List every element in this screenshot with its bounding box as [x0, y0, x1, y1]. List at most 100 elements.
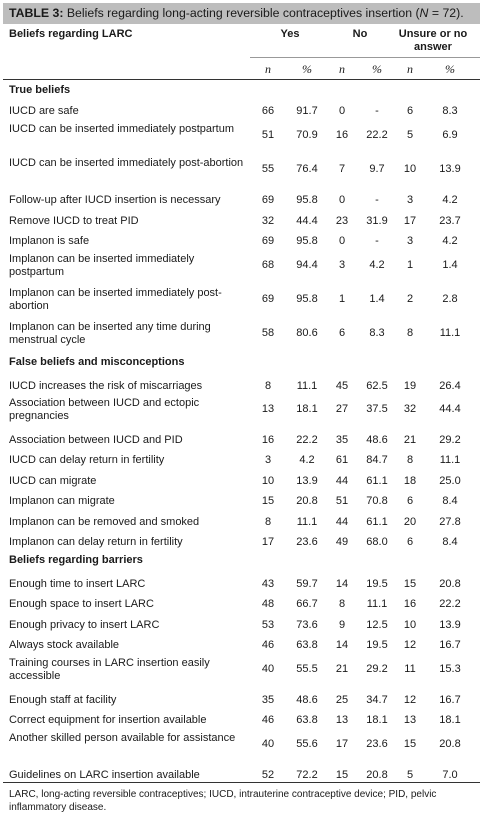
table-row: IUCD increases the risk of miscarriages 8… [3, 376, 480, 396]
row-value: 66 [261, 105, 275, 117]
row-value: 22.2 [366, 129, 388, 141]
row-label: Training courses in LARC insertion easil… [9, 657, 210, 682]
section-band [3, 353, 480, 554]
sub-pct-unsure: % [445, 62, 455, 76]
row-value: 61.1 [366, 516, 388, 528]
row-value: 12 [403, 694, 417, 706]
table-row: Implanon is safe 69 95.8 0 - 3 4.2 [3, 231, 480, 251]
row-label: Enough privacy to insert LARC [9, 619, 160, 631]
row-value: 95.8 [296, 194, 318, 206]
row-value: 49 [335, 536, 349, 548]
row-value: 1 [406, 259, 414, 271]
row-label: Implanon can be removed and smoked [9, 516, 200, 528]
table-title-text: Beliefs regarding long-acting reversible… [63, 6, 420, 20]
row-value: 23.7 [439, 215, 461, 227]
row-value: 40 [261, 738, 275, 750]
table-row: IUCD can be inserted immediately postpar… [3, 122, 480, 156]
row-value: 8.4 [442, 495, 458, 507]
header-divider [250, 57, 480, 58]
row-value: 48.6 [366, 434, 388, 446]
row-value: 14 [335, 578, 349, 590]
row-value: 34.7 [366, 694, 388, 706]
row-label: Implanon is safe [9, 235, 90, 247]
row-value: 46 [261, 639, 275, 651]
row-value: 11.1 [296, 380, 318, 392]
row-value: 37.5 [366, 403, 388, 415]
row-value: 12 [403, 639, 417, 651]
row-value: 13 [403, 714, 417, 726]
row-label: Enough staff at facility [9, 694, 117, 706]
row-value: 4.2 [369, 259, 385, 271]
row-value: 27.8 [439, 516, 461, 528]
header-unsure-1: Unsure or no [398, 28, 468, 40]
table-bottom-rule [3, 782, 480, 783]
row-value: 15 [261, 495, 275, 507]
row-value: 35 [335, 434, 349, 446]
row-value: - [375, 105, 379, 117]
row-label: Follow-up after IUCD insertion is necess… [9, 194, 221, 206]
row-value: 22.2 [439, 598, 461, 610]
footnote: LARC, long-acting reversible contracepti… [9, 789, 437, 813]
row-value: 0 [338, 235, 346, 247]
row-value: 6 [338, 327, 346, 339]
table-row: Enough staff at facility 35 48.6 25 34.7 12 16… [3, 690, 480, 710]
header-yes: Yes [280, 28, 300, 40]
row-value: 27 [335, 403, 349, 415]
row-value: 19 [403, 380, 417, 392]
sub-pct-yes: % [302, 62, 312, 76]
row-label: Implanon can be inserted immediately pos… [9, 287, 222, 312]
row-label: Guidelines on LARC insertion available [9, 769, 200, 781]
row-value: 58 [261, 327, 275, 339]
row-value: 3 [406, 194, 414, 206]
row-value: 45 [335, 380, 349, 392]
row-value: 53 [261, 619, 275, 631]
table-title: TABLE 3: Beliefs regarding long-acting r… [3, 3, 480, 24]
row-value: 16.7 [439, 694, 461, 706]
row-label: IUCD can migrate [9, 475, 97, 487]
row-label: Implanon can migrate [9, 495, 115, 507]
row-value: 22.2 [296, 434, 318, 446]
row-value: 0 [338, 194, 346, 206]
row-value: 4.2 [442, 235, 458, 247]
row-label: IUCD can be inserted immediately post-ab… [9, 157, 244, 169]
row-value: 15.3 [439, 663, 461, 675]
table-row: IUCD can be inserted immediately post-ab… [3, 156, 480, 190]
table-row: Guidelines on LARC insertion available 52… [3, 765, 480, 782]
section-title: True beliefs [9, 84, 71, 96]
row-value: 11.1 [366, 598, 388, 610]
row-value: 8.3 [369, 327, 385, 339]
row-value: 44.4 [439, 403, 461, 415]
row-value: 70.8 [366, 495, 388, 507]
row-value: 13.9 [296, 475, 318, 487]
row-value: 1.4 [369, 293, 385, 305]
row-value: 20.8 [439, 738, 461, 750]
row-value: 5 [406, 129, 414, 141]
row-value: 29.2 [439, 434, 461, 446]
sub-n-yes: n [265, 62, 271, 76]
section-band [3, 551, 480, 782]
n-value: = 72). [428, 6, 464, 20]
row-value: 18 [403, 475, 417, 487]
row-value: 13 [335, 714, 349, 726]
row-value: 61.1 [366, 475, 388, 487]
row-value: 48.6 [296, 694, 318, 706]
row-value: 16 [261, 434, 275, 446]
row-value: 23.6 [296, 536, 318, 548]
row-value: 3 [406, 235, 414, 247]
row-value: 69 [261, 235, 275, 247]
row-value: 55 [261, 163, 275, 175]
row-value: 6 [406, 495, 414, 507]
row-value: 8 [406, 327, 414, 339]
table-row: IUCD are safe 66 91.7 0 - 6 8.3 [3, 101, 480, 121]
row-value: 26.4 [439, 380, 461, 392]
row-value: 2 [406, 293, 414, 305]
row-value: 52 [261, 769, 275, 781]
row-value: 55.5 [296, 663, 318, 675]
table-row: Implanon can delay return in fertility 17… [3, 532, 480, 552]
row-value: 5 [406, 769, 414, 781]
row-value: 51 [261, 129, 275, 141]
row-value: 21 [335, 663, 349, 675]
table-row: Implanon can be inserted immediately pos… [3, 286, 480, 320]
row-value: - [375, 235, 379, 247]
row-value: 3 [338, 259, 346, 271]
